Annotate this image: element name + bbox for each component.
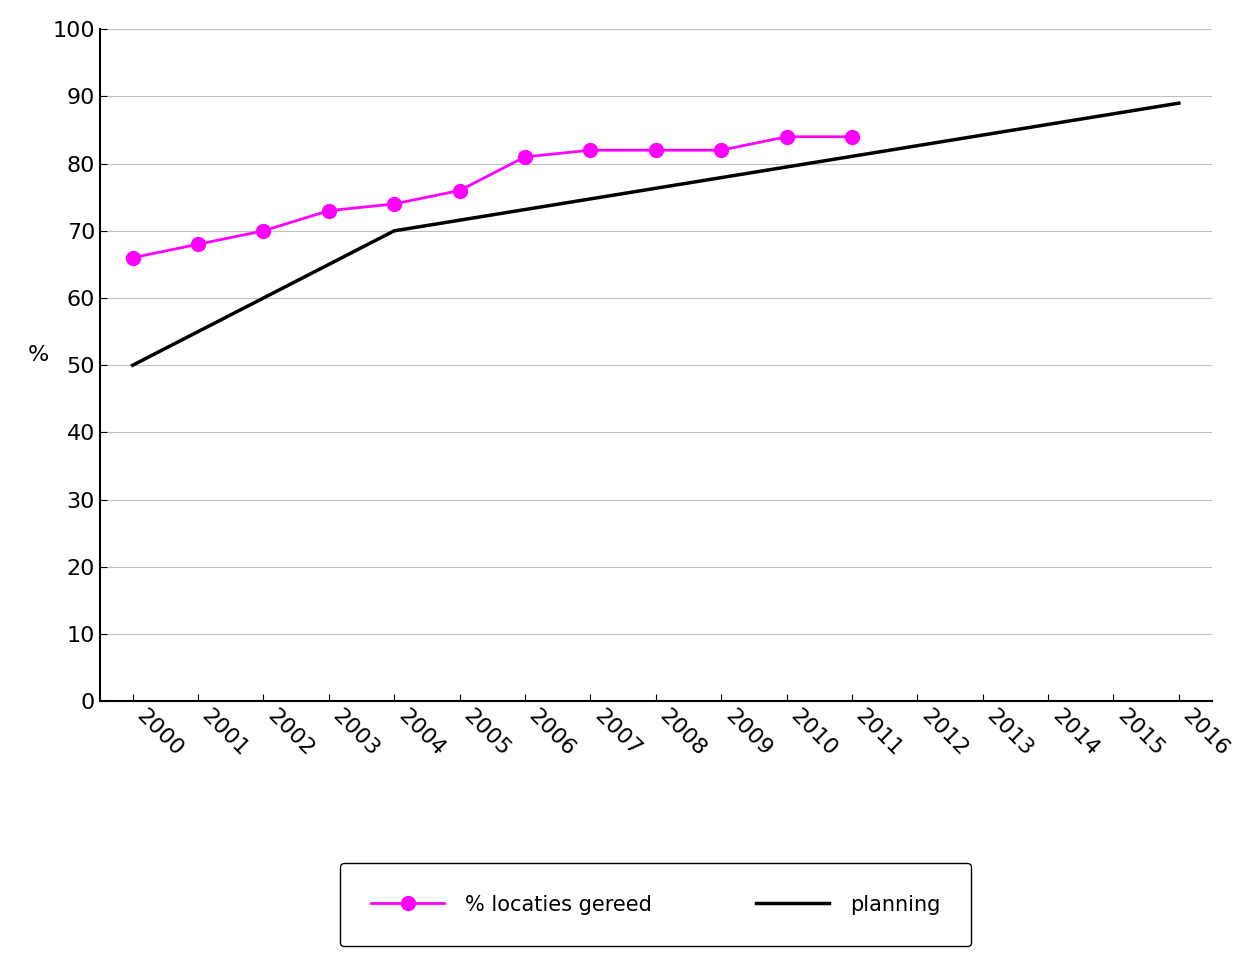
planning: [125, 359, 140, 371]
% locaties gereed: [583, 144, 598, 156]
% locaties gereed: [779, 131, 794, 142]
% locaties gereed: [517, 151, 532, 163]
% locaties gereed: [387, 198, 402, 209]
% locaties gereed: [713, 144, 728, 156]
% locaties gereed: [191, 239, 206, 250]
% locaties gereed: [256, 225, 271, 237]
% locaties gereed: [125, 252, 140, 264]
planning: [1172, 97, 1187, 109]
% locaties gereed: [321, 205, 336, 216]
% locaties gereed: [844, 131, 859, 142]
% locaties gereed: [452, 185, 467, 197]
Y-axis label: %: %: [27, 345, 49, 365]
Line: planning: planning: [132, 103, 1179, 365]
% locaties gereed: [648, 144, 663, 156]
Line: % locaties gereed: % locaties gereed: [126, 130, 859, 265]
planning: [387, 225, 402, 237]
Legend: % locaties gereed, planning: % locaties gereed, planning: [340, 863, 972, 947]
